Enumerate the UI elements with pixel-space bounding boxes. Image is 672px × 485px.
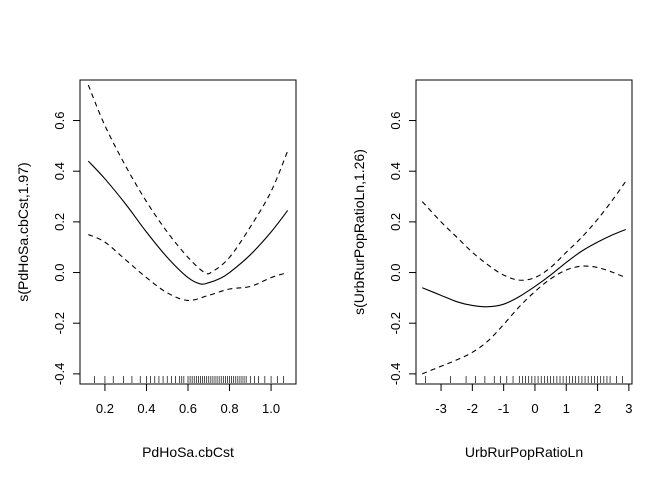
x-tick-label: 0.8 — [220, 401, 238, 416]
smooth-estimate-line — [87, 160, 289, 285]
y-tick-label: 0.0 — [388, 263, 403, 281]
y-tick-label: 0.0 — [52, 263, 67, 281]
y-tick-label: 0.6 — [52, 111, 67, 129]
y-tick-label: -0.4 — [388, 363, 403, 385]
y-tick-label: -0.2 — [52, 312, 67, 334]
x-axis-title: UrbRurPopRatioLn — [465, 444, 583, 460]
plot-frame — [415, 79, 633, 385]
x-tick-label: 1 — [563, 401, 570, 416]
y-tick-label: 0.4 — [388, 162, 403, 180]
confidence-band-line — [421, 181, 627, 281]
plot-frame — [79, 79, 297, 385]
panel-1: 0.2 0.4 0.6 0.8 1.0 -0.4 -0.2 0.0 0.2 0.4 0.6 PdHoS… — [15, 79, 297, 460]
y-axis-title: s(UrbRurPopRatioLn,1.26) — [351, 149, 367, 315]
y-tick-label: -0.2 — [388, 312, 403, 334]
x-tick-label: 0.4 — [137, 401, 155, 416]
y-tick-label: 0.2 — [388, 213, 403, 231]
x-tick-label: -1 — [498, 401, 510, 416]
confidence-band-line — [422, 265, 626, 375]
y-tick-label: -0.4 — [52, 363, 67, 385]
x-tick-label: 0.2 — [96, 401, 114, 416]
y-tick-label: 0.4 — [52, 162, 67, 180]
y-axis-title: s(PdHoSa.cbCst,1.97) — [15, 162, 31, 301]
x-tick-label: -3 — [435, 401, 447, 416]
confidence-band-line — [87, 84, 289, 275]
panel-2: -3 -2 -1 0 1 2 3 -0.4 -0.2 0.0 0.2 0.4 0.6 UrbRurPopR… — [351, 79, 633, 460]
x-tick-label: 0 — [531, 401, 538, 416]
x-tick-label: 3 — [625, 401, 632, 416]
x-tick-label: 2 — [594, 401, 601, 416]
smooth-estimate-line — [422, 228, 626, 308]
confidence-band-line — [88, 234, 288, 301]
x-tick-label: 0.6 — [179, 401, 197, 416]
y-tick-label: 0.6 — [388, 111, 403, 129]
y-tick-label: 0.2 — [52, 213, 67, 231]
x-tick-label: -2 — [467, 401, 479, 416]
x-tick-label: 1.0 — [262, 401, 280, 416]
x-axis-title: PdHoSa.cbCst — [142, 444, 234, 460]
